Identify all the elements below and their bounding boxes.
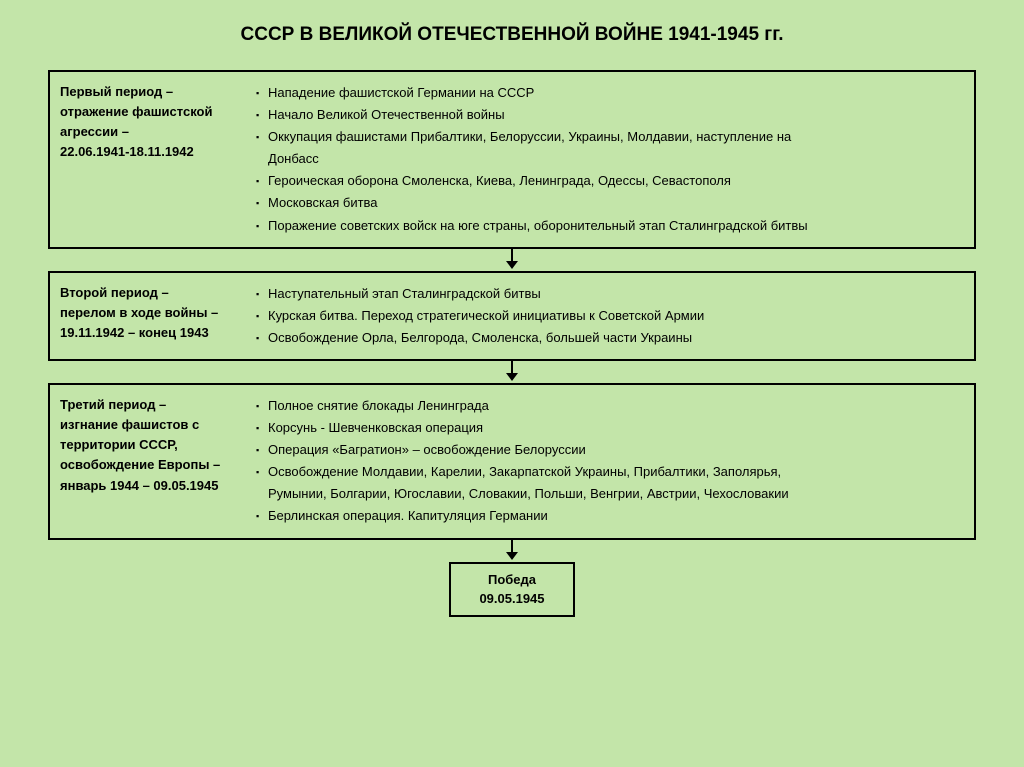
page-title: СССР В ВЕЛИКОЙ ОТЕЧЕСТВЕННОЙ ВОЙНЕ 1941-… (48, 24, 976, 46)
period-1-label-line: отражение фашистской (60, 102, 242, 122)
bullet-icon (254, 483, 268, 505)
event-text: Героическая оборона Смоленска, Киева, Ле… (268, 170, 964, 192)
event-text: Поражение советских войск на юге страны,… (268, 215, 964, 237)
bullet-icon (254, 148, 268, 170)
period-3-label-line: январь 1944 – 09.05.1945 (60, 476, 242, 496)
event-text: Донбасс (268, 148, 964, 170)
period-3-label-line: Третий период – (60, 395, 242, 415)
period-3-label-line: территории СССР, (60, 435, 242, 455)
period-2-label-line: 19.11.1942 – конец 1943 (60, 323, 242, 343)
period-1-label: Первый период – отражение фашистской агр… (50, 72, 250, 247)
bullet-icon: ▪ (254, 505, 268, 527)
event-text: Наступательный этап Сталинградской битвы (268, 283, 964, 305)
bullet-icon: ▪ (254, 305, 268, 327)
period-3-box: Третий период – изгнание фашистов с терр… (48, 383, 976, 540)
period-1-label-line: агрессии – (60, 122, 242, 142)
period-1-events: ▪Нападение фашистской Германии на СССР ▪… (250, 72, 974, 247)
period-3-events: ▪Полное снятие блокады Ленинграда ▪Корсу… (250, 385, 974, 538)
arrow-head-icon (506, 373, 518, 381)
bullet-icon: ▪ (254, 215, 268, 237)
victory-date: 09.05.1945 (479, 589, 544, 609)
arrow-1 (48, 249, 976, 271)
bullet-icon: ▪ (254, 395, 268, 417)
period-1-label-line: 22.06.1941-18.11.1942 (60, 142, 242, 162)
arrow-2 (48, 361, 976, 383)
arrow-head-icon (506, 261, 518, 269)
bullet-icon: ▪ (254, 126, 268, 148)
event-text: Корсунь - Шевченковская операция (268, 417, 964, 439)
period-2-events: ▪Наступательный этап Сталинградской битв… (250, 273, 974, 359)
event-text: Освобождение Орла, Белгорода, Смоленска,… (268, 327, 964, 349)
bullet-icon: ▪ (254, 283, 268, 305)
victory-box: Победа 09.05.1945 (449, 562, 574, 617)
bullet-icon: ▪ (254, 170, 268, 192)
event-text: Румынии, Болгарии, Югославии, Словакии, … (268, 483, 964, 505)
victory-label: Победа (479, 570, 544, 590)
period-2-label: Второй период – перелом в ходе войны – 1… (50, 273, 250, 359)
bullet-icon: ▪ (254, 327, 268, 349)
event-text: Курская битва. Переход стратегической ин… (268, 305, 964, 327)
bullet-icon: ▪ (254, 417, 268, 439)
event-text: Начало Великой Отечественной войны (268, 104, 964, 126)
period-3-label: Третий период – изгнание фашистов с терр… (50, 385, 250, 538)
bullet-icon: ▪ (254, 104, 268, 126)
period-3-label-line: освобождение Европы – (60, 455, 242, 475)
event-text: Берлинская операция. Капитуляция Германи… (268, 505, 964, 527)
bullet-icon: ▪ (254, 82, 268, 104)
period-3-label-line: изгнание фашистов с (60, 415, 242, 435)
event-text: Московская битва (268, 192, 964, 214)
bullet-icon: ▪ (254, 192, 268, 214)
event-text: Освобождение Молдавии, Карелии, Закарпат… (268, 461, 964, 483)
bullet-icon: ▪ (254, 461, 268, 483)
event-text: Полное снятие блокады Ленинграда (268, 395, 964, 417)
period-1-box: Первый период – отражение фашистской агр… (48, 70, 976, 249)
event-text: Оккупация фашистами Прибалтики, Белорусс… (268, 126, 964, 148)
period-2-box: Второй период – перелом в ходе войны – 1… (48, 271, 976, 361)
arrow-head-icon (506, 552, 518, 560)
bullet-icon: ▪ (254, 439, 268, 461)
period-1-label-line: Первый период – (60, 82, 242, 102)
arrow-3 (48, 540, 976, 562)
period-2-label-line: перелом в ходе войны – (60, 303, 242, 323)
event-text: Нападение фашистской Германии на СССР (268, 82, 964, 104)
event-text: Операция «Багратион» – освобождение Бело… (268, 439, 964, 461)
period-2-label-line: Второй период – (60, 283, 242, 303)
